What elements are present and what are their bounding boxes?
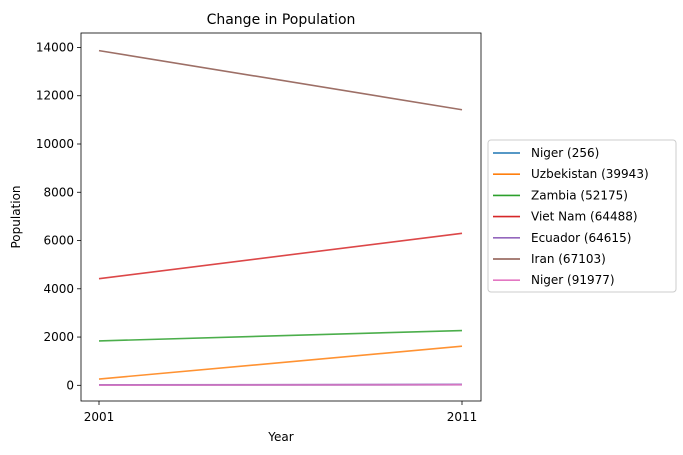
- legend: Niger (256) Uzbekistan (39943) Zambia (521…: [487, 139, 677, 293]
- legend-label: Viet Nam (64488): [531, 210, 638, 224]
- legend-label: Zambia (52175): [531, 188, 628, 202]
- y-tick-label: 6000: [43, 234, 74, 248]
- series-line-3: [98, 232, 463, 280]
- y-tick-label: 14000: [36, 40, 74, 54]
- legend-label: Uzbekistan (39943): [531, 167, 649, 181]
- y-tick-label: 12000: [36, 89, 74, 103]
- x-axis-ticks: 2001 2011: [84, 401, 478, 424]
- legend-label: Iran (67103): [531, 252, 606, 266]
- legend-frame: [487, 139, 677, 293]
- y-tick-label: 8000: [43, 185, 74, 199]
- y-tick-label: 2000: [43, 330, 74, 344]
- y-axis-ticks: 0 2000 4000 6000 8000 10000 12000 14000: [36, 40, 81, 392]
- y-axis-label: Population: [9, 185, 23, 248]
- x-axis-label: Year: [267, 430, 293, 444]
- y-tick-label: 4000: [43, 282, 74, 296]
- x-tick-label: 2011: [447, 410, 478, 424]
- series-line-1: [98, 345, 463, 380]
- series-line-2: [98, 329, 463, 342]
- legend-label: Niger (256): [531, 146, 599, 160]
- legend-label: Niger (91977): [531, 273, 615, 287]
- y-tick-label: 10000: [36, 137, 74, 151]
- series-line-5: [98, 49, 463, 111]
- legend-label: Ecuador (64615): [531, 231, 631, 245]
- x-tick-label: 2001: [84, 410, 115, 424]
- y-tick-label: 0: [66, 378, 74, 392]
- series-lines: [98, 49, 463, 386]
- plot-area-frame: [80, 32, 482, 402]
- chart-title: Change in Population: [207, 12, 356, 28]
